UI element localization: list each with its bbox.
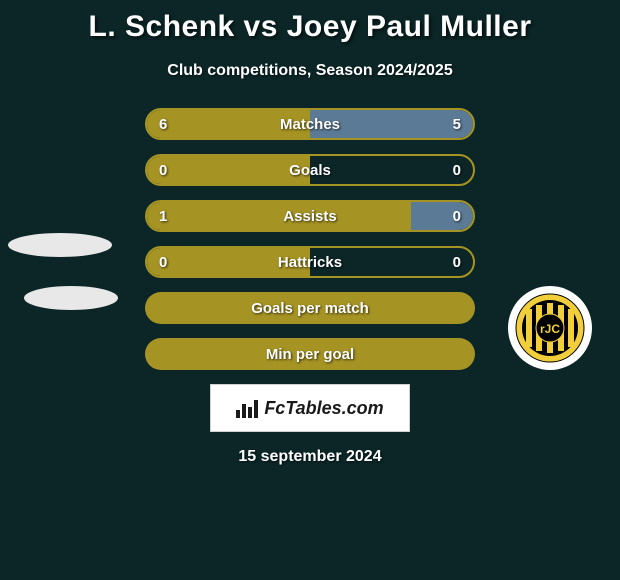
fctables-watermark: FcTables.com (210, 384, 410, 432)
fctables-logo-icon (236, 398, 258, 418)
stat-bar: 1Assists0 (145, 200, 475, 232)
left-ellipse-2 (24, 286, 118, 310)
stat-bar: 0Goals0 (145, 154, 475, 186)
right-club-badge: rJC (508, 286, 592, 370)
page-subtitle: Club competitions, Season 2024/2025 (0, 62, 620, 80)
stat-bar: 6Matches5 (145, 108, 475, 140)
fctables-label: FcTables.com (264, 398, 383, 419)
stat-label: Matches (147, 110, 473, 138)
svg-text:rJC: rJC (540, 322, 560, 336)
solid-stat-bar: Min per goal (145, 338, 475, 370)
stat-label: Assists (147, 202, 473, 230)
roda-jc-crest-icon: rJC (515, 293, 585, 363)
stat-value-right: 0 (453, 248, 461, 276)
stat-value-right: 0 (453, 202, 461, 230)
date-label: 15 september 2024 (0, 448, 620, 466)
stat-label: Goals (147, 156, 473, 184)
page-title: L. Schenk vs Joey Paul Muller (0, 0, 620, 44)
stat-label: Hattricks (147, 248, 473, 276)
stat-bar: 0Hattricks0 (145, 246, 475, 278)
stats-area: rJC 6Matches50Goals01Assists00Hattricks0… (0, 108, 620, 370)
stat-value-right: 0 (453, 156, 461, 184)
solid-stat-bar: Goals per match (145, 292, 475, 324)
stat-value-right: 5 (453, 110, 461, 138)
left-ellipse-1 (8, 233, 112, 257)
